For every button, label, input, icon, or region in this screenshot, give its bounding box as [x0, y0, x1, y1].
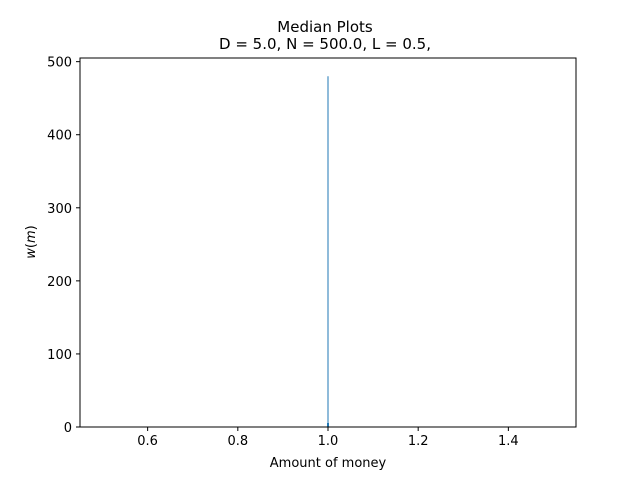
y-tick-label: 500	[47, 56, 72, 71]
x-tick-label: 0.6	[137, 434, 158, 449]
y-axis-label-close-paren: )	[24, 225, 39, 230]
y-tick-label: 0	[64, 421, 72, 436]
y-tick-label: 200	[47, 275, 72, 290]
x-axis-label: Amount of money	[270, 456, 387, 471]
chart-subtitle: D = 5.0, N = 500.0, L = 0.5,	[219, 35, 431, 53]
y-axis-label-var: w	[24, 248, 39, 259]
y-tick-label: 400	[47, 129, 72, 144]
x-tick-label: 1.0	[318, 434, 339, 449]
x-tick-label: 1.2	[408, 434, 429, 449]
chart-title: Median Plots	[277, 18, 373, 36]
y-axis-label: w(m)	[24, 225, 39, 258]
y-tick-label: 300	[47, 202, 72, 217]
y-tick-label: 100	[47, 348, 72, 363]
x-tick-label: 0.8	[227, 434, 248, 449]
y-axis-label-arg: m	[24, 230, 39, 243]
x-tick-label: 1.4	[498, 434, 519, 449]
